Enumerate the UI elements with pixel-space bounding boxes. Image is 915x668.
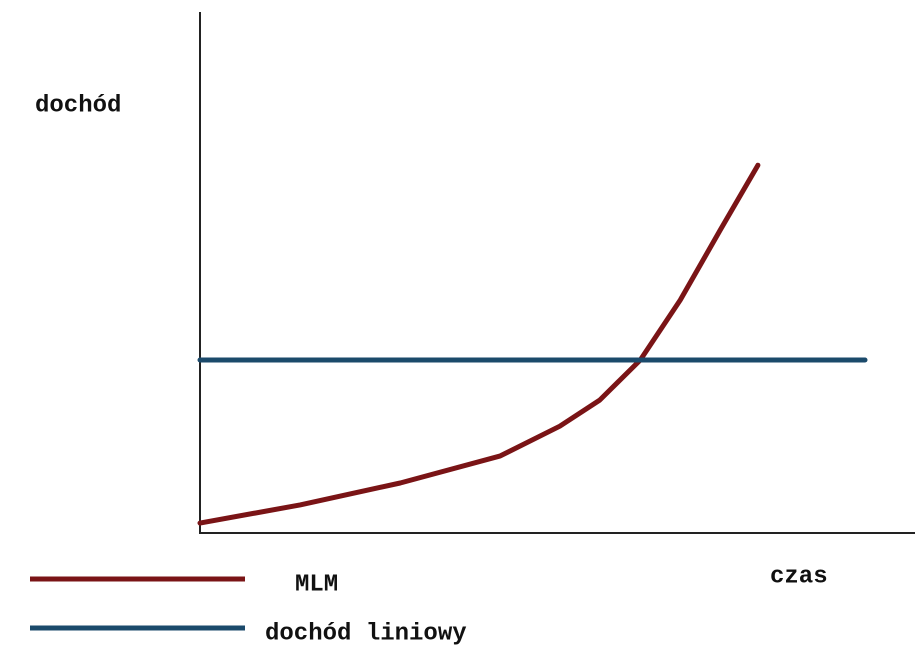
x-axis-label: czas: [770, 563, 828, 590]
legend-label: MLM: [295, 571, 338, 598]
series-line: [197, 162, 761, 526]
y-axis-label: dochód: [35, 92, 121, 119]
legend-label: dochód liniowy: [265, 620, 467, 647]
